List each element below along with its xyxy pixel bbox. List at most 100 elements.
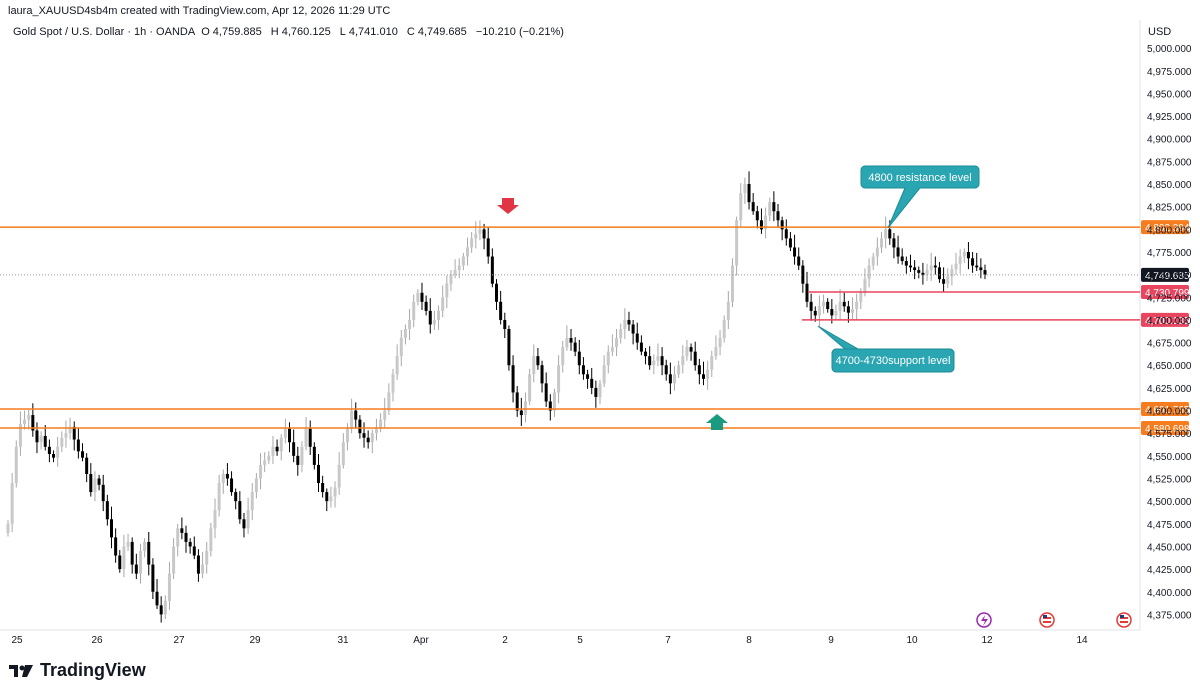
candle-body bbox=[561, 347, 565, 366]
symbol-legend: Gold Spot / U.S. Dollar · 1h · OANDA O 4,… bbox=[13, 26, 567, 38]
candle-body bbox=[283, 428, 287, 438]
candle-body bbox=[482, 229, 486, 239]
price-tick-label: 4,625.000 bbox=[1147, 384, 1192, 395]
price-tick-label: 4,500.000 bbox=[1147, 497, 1192, 508]
candle-body bbox=[246, 510, 250, 529]
candle-body bbox=[238, 501, 242, 520]
candle-body bbox=[399, 338, 403, 357]
price-tick-label: 4,900.000 bbox=[1147, 135, 1192, 146]
date-tick-label: 9 bbox=[828, 635, 834, 646]
candle-body bbox=[929, 265, 933, 271]
candle-body bbox=[31, 415, 35, 431]
candle-body bbox=[362, 433, 366, 438]
candle-body bbox=[466, 247, 470, 257]
candle-body bbox=[300, 446, 304, 465]
candle-body bbox=[710, 356, 714, 370]
symbol-name[interactable]: Gold Spot / U.S. Dollar · 1h · OANDA bbox=[13, 26, 196, 38]
candle-body bbox=[333, 487, 337, 497]
candle-body bbox=[846, 306, 850, 313]
candle-body bbox=[950, 269, 954, 277]
candle-body bbox=[623, 319, 627, 329]
candle-body bbox=[664, 365, 668, 375]
candle-body bbox=[747, 184, 751, 203]
candle-body bbox=[180, 528, 184, 533]
candle-body bbox=[594, 387, 598, 397]
candle-body bbox=[428, 310, 432, 325]
candle-body bbox=[511, 365, 515, 393]
candle-body bbox=[486, 238, 490, 257]
candle-body bbox=[805, 283, 809, 302]
candle-body bbox=[822, 301, 826, 307]
candle-body bbox=[43, 435, 47, 447]
candle-body bbox=[759, 220, 763, 230]
candle-body bbox=[403, 329, 407, 339]
price-tick-label: 4,975.000 bbox=[1147, 67, 1192, 78]
price-axis[interactable]: 5,000.000 4,975.000 4,950.000 4,925.000 4,90… bbox=[1147, 44, 1192, 621]
price-tick-label: 4,650.000 bbox=[1147, 361, 1192, 372]
candle-body bbox=[884, 229, 888, 239]
candle-body bbox=[838, 301, 842, 311]
candle-body bbox=[250, 492, 254, 511]
support-callout-text: 4700-4730support level bbox=[836, 355, 951, 367]
candle-body bbox=[387, 392, 391, 411]
time-axis[interactable]: 25 26 27 29 31 Apr 2 5 7 8 9 10 12 14 bbox=[11, 635, 1088, 646]
candle-body bbox=[192, 546, 196, 556]
price-tick-label: 4,600.000 bbox=[1147, 407, 1192, 418]
flag-stripe-icon bbox=[1043, 621, 1051, 623]
candle-body bbox=[706, 369, 710, 379]
candle-body bbox=[896, 247, 900, 257]
candle-body bbox=[925, 270, 929, 275]
levels: 4,802.394 4,730.799 4,700.135 4,601.765 4,58… bbox=[0, 220, 1190, 436]
level-price-label: 4,580.698 bbox=[1145, 424, 1190, 435]
candle-body bbox=[743, 184, 747, 194]
candle-body bbox=[457, 265, 461, 271]
candle-body bbox=[126, 541, 130, 547]
candle-body bbox=[722, 319, 726, 339]
candle-body bbox=[196, 555, 200, 574]
candle-body bbox=[432, 319, 436, 325]
candle-body bbox=[892, 238, 896, 248]
event-icons[interactable] bbox=[976, 612, 1132, 628]
price-tick-label: 4,475.000 bbox=[1147, 520, 1192, 531]
candle-body bbox=[851, 309, 855, 313]
candle-body bbox=[826, 301, 830, 310]
candle-body bbox=[259, 464, 263, 479]
candle-body bbox=[739, 193, 743, 221]
candle-body bbox=[176, 528, 180, 547]
candle-body bbox=[461, 256, 465, 266]
date-tick-label: 25 bbox=[11, 635, 23, 646]
candle-body bbox=[859, 292, 863, 302]
candle-body bbox=[437, 310, 441, 320]
candle-body bbox=[946, 276, 950, 284]
candle-body bbox=[118, 555, 122, 570]
candle-body bbox=[213, 510, 217, 529]
candle-body bbox=[540, 365, 544, 384]
price-tick-label: 4,450.000 bbox=[1147, 542, 1192, 553]
candle-body bbox=[122, 546, 126, 570]
candle-body bbox=[937, 267, 941, 280]
ohlc-open: O 4,759.885 bbox=[201, 26, 262, 38]
candle-body bbox=[114, 537, 118, 556]
candle-body bbox=[420, 292, 424, 302]
axis-currency[interactable]: USD bbox=[1148, 26, 1172, 38]
level-price-label: 4,601.765 bbox=[1145, 405, 1190, 416]
candle-body bbox=[735, 220, 739, 266]
price-tick-label: 4,925.000 bbox=[1147, 112, 1192, 123]
level-tag-support-upper bbox=[1141, 285, 1189, 300]
flag-stripe-icon bbox=[1120, 621, 1128, 623]
price-tick-label: 4,550.000 bbox=[1147, 452, 1192, 463]
price-tick-label: 4,750.000 bbox=[1147, 271, 1192, 282]
candle-body bbox=[321, 483, 325, 493]
candle-body bbox=[93, 478, 97, 493]
candle-body bbox=[619, 329, 623, 339]
candle-body bbox=[424, 301, 428, 311]
candle-body bbox=[350, 410, 354, 429]
candle-body bbox=[134, 564, 138, 574]
candle-body bbox=[942, 279, 946, 284]
candle-body bbox=[913, 267, 917, 271]
candle-body bbox=[56, 446, 60, 458]
candle-body bbox=[474, 233, 478, 239]
candle-body bbox=[809, 301, 813, 311]
candle-body bbox=[639, 342, 643, 352]
